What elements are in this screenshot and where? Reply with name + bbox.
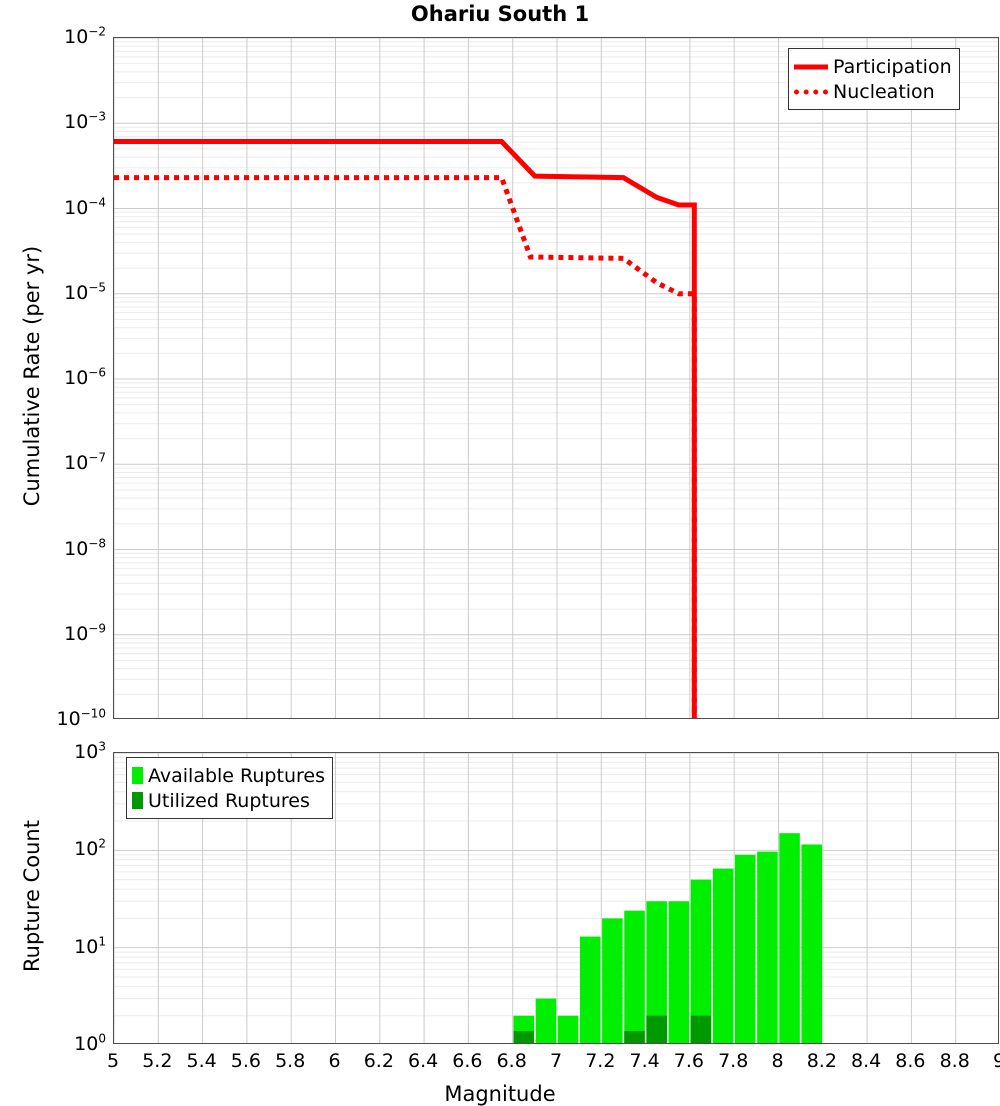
x-tick-label: 7 [549,1050,563,1072]
y-tick-label: 10−3 [64,109,106,134]
rupture-count-legend: Available Ruptures Utilized Ruptures [126,757,333,819]
y-tick-label: 10−6 [64,365,106,389]
y-tick-label: 10−10 [56,706,106,730]
available-rupture-bar [602,918,623,1043]
bottom-y-axis-label: Rupture Count [20,820,44,972]
x-tick-label: 8.8 [939,1050,970,1072]
y-tick-label: 10−4 [64,195,106,219]
nucleation-line-swatch-icon [794,82,828,102]
y-tick-label: 100 [74,1031,106,1055]
x-tick-label: 8.2 [806,1050,837,1072]
legend-label-utilized-ruptures: Utilized Ruptures [148,789,310,812]
participation-line-swatch-icon [794,57,828,77]
y-tick-label: 101 [74,934,106,958]
series-participation [114,139,697,718]
available-rupture-bar [779,833,800,1043]
x-tick-label: 5.6 [230,1050,261,1072]
y-tick-label: 103 [74,739,106,763]
x-tick-label: 5 [106,1050,120,1072]
cumulative-rate-legend: Participation Nucleation [788,48,960,110]
utilized-ruptures-swatch-icon [132,792,143,809]
x-tick-label: 7.4 [629,1050,660,1072]
cumulative-rate-svg [114,38,998,718]
available-rupture-bar [712,868,734,1043]
available-rupture-bar [557,1015,579,1043]
series-nucleation [114,175,697,718]
x-tick-label: 8.4 [850,1050,882,1072]
x-tick-label: 5.8 [275,1050,306,1072]
available-rupture-bar [757,851,778,1043]
utilized-rupture-bar [690,1015,712,1043]
x-tick-label: 6.2 [363,1050,394,1072]
y-tick-label: 10−9 [64,621,106,645]
utilized-rupture-bar [646,1015,667,1043]
available-rupture-bar [624,910,645,1043]
available-rupture-bar [735,854,756,1043]
utilized-rupture-bar [624,1031,645,1043]
available-rupture-bar [668,901,690,1043]
legend-label-nucleation: Nucleation [833,80,935,103]
y-tick-label: 10−5 [64,280,106,304]
x-tick-label: 7.8 [718,1050,749,1072]
x-tick-label: 5.2 [142,1050,173,1072]
x-tick-label: 8 [771,1050,784,1072]
cumulative-rate-plot [113,37,999,719]
y-tick-label: 10−2 [64,24,106,48]
available-ruptures-swatch-icon [132,767,143,784]
x-tick-label: 9 [992,1050,1000,1072]
available-rupture-bar [535,998,557,1043]
legend-item-nucleation: Nucleation [794,79,952,104]
y-tick-label: 102 [74,837,106,861]
legend-item-utilized-ruptures: Utilized Ruptures [132,788,325,813]
page-title: Ohariu South 1 [410,2,590,26]
legend-label-available-ruptures: Available Ruptures [148,764,325,787]
x-tick-label: 6.8 [496,1050,527,1072]
legend-item-participation: Participation [794,54,952,79]
x-tick-label: 6 [328,1050,341,1072]
legend-label-participation: Participation [833,55,952,78]
x-tick-label: 7.2 [585,1050,616,1072]
available-rupture-bar [646,901,667,1043]
available-rupture-bar [579,936,601,1043]
x-tick-label: 5.4 [186,1050,217,1072]
x-tick-label: 6.4 [407,1050,439,1072]
legend-item-available-ruptures: Available Ruptures [132,763,325,788]
x-axis-label: Magnitude [444,1082,556,1106]
x-tick-label: 7.6 [673,1050,704,1072]
available-rupture-bar [801,844,822,1043]
utilized-rupture-bar [513,1031,535,1043]
y-tick-label: 10−8 [64,536,106,560]
available-rupture-bar [690,879,712,1043]
y-tick-label: 10−7 [64,450,106,475]
x-tick-label: 8.6 [895,1050,926,1072]
x-tick-label: 6.6 [452,1050,483,1072]
